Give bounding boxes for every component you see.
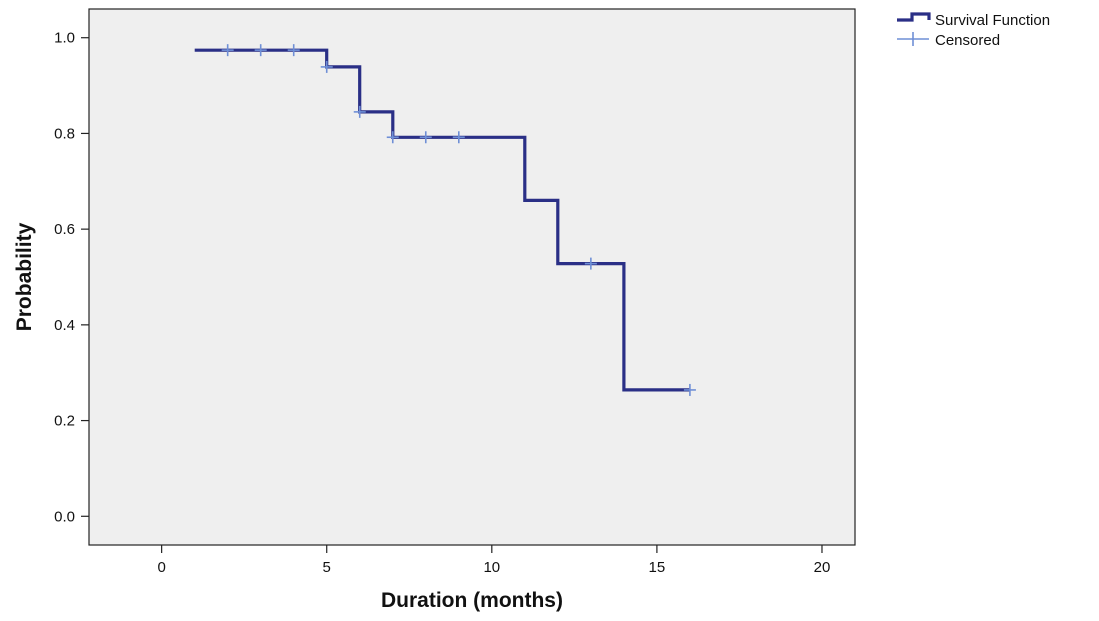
x-axis: 0 5 10 15 20	[157, 545, 830, 576]
x-tick-label: 0	[157, 559, 165, 576]
plot-area	[88, 8, 856, 546]
censored-marker	[353, 105, 366, 118]
censored-marker	[386, 131, 399, 144]
censored-marker	[221, 44, 234, 57]
y-tick-label: 0.8	[54, 125, 75, 142]
x-tick-label: 5	[323, 559, 331, 576]
legend-survival-swatch	[897, 12, 931, 22]
censored-marker	[287, 44, 300, 57]
x-axis-title: Duration (months)	[381, 589, 563, 612]
y-tick-label: 0.0	[54, 508, 75, 525]
censored-marker	[419, 131, 432, 144]
legend-censored-swatch	[897, 32, 929, 46]
x-tick-label: 15	[649, 559, 666, 576]
censored-marker	[683, 383, 696, 396]
x-tick-label: 20	[814, 559, 831, 576]
y-tick-label: 0.4	[54, 317, 75, 334]
y-axis-title: Probability	[13, 222, 36, 331]
legend: Survival Function Censored	[897, 12, 1050, 49]
y-axis: 0.0 0.2 0.4 0.6 0.8 1.0	[54, 30, 89, 525]
series-layer	[194, 44, 696, 396]
y-tick-label: 0.6	[54, 221, 75, 238]
y-tick-label: 0.2	[54, 413, 75, 430]
x-tick-label: 10	[483, 559, 500, 576]
legend-survival-label: Survival Function	[935, 12, 1050, 29]
censored-marker	[452, 131, 465, 144]
y-tick-label: 1.0	[54, 30, 75, 47]
censored-marker	[320, 60, 333, 73]
censored-marker	[254, 44, 267, 57]
legend-censored-label: Censored	[935, 32, 1000, 49]
censored-marker	[584, 257, 597, 270]
